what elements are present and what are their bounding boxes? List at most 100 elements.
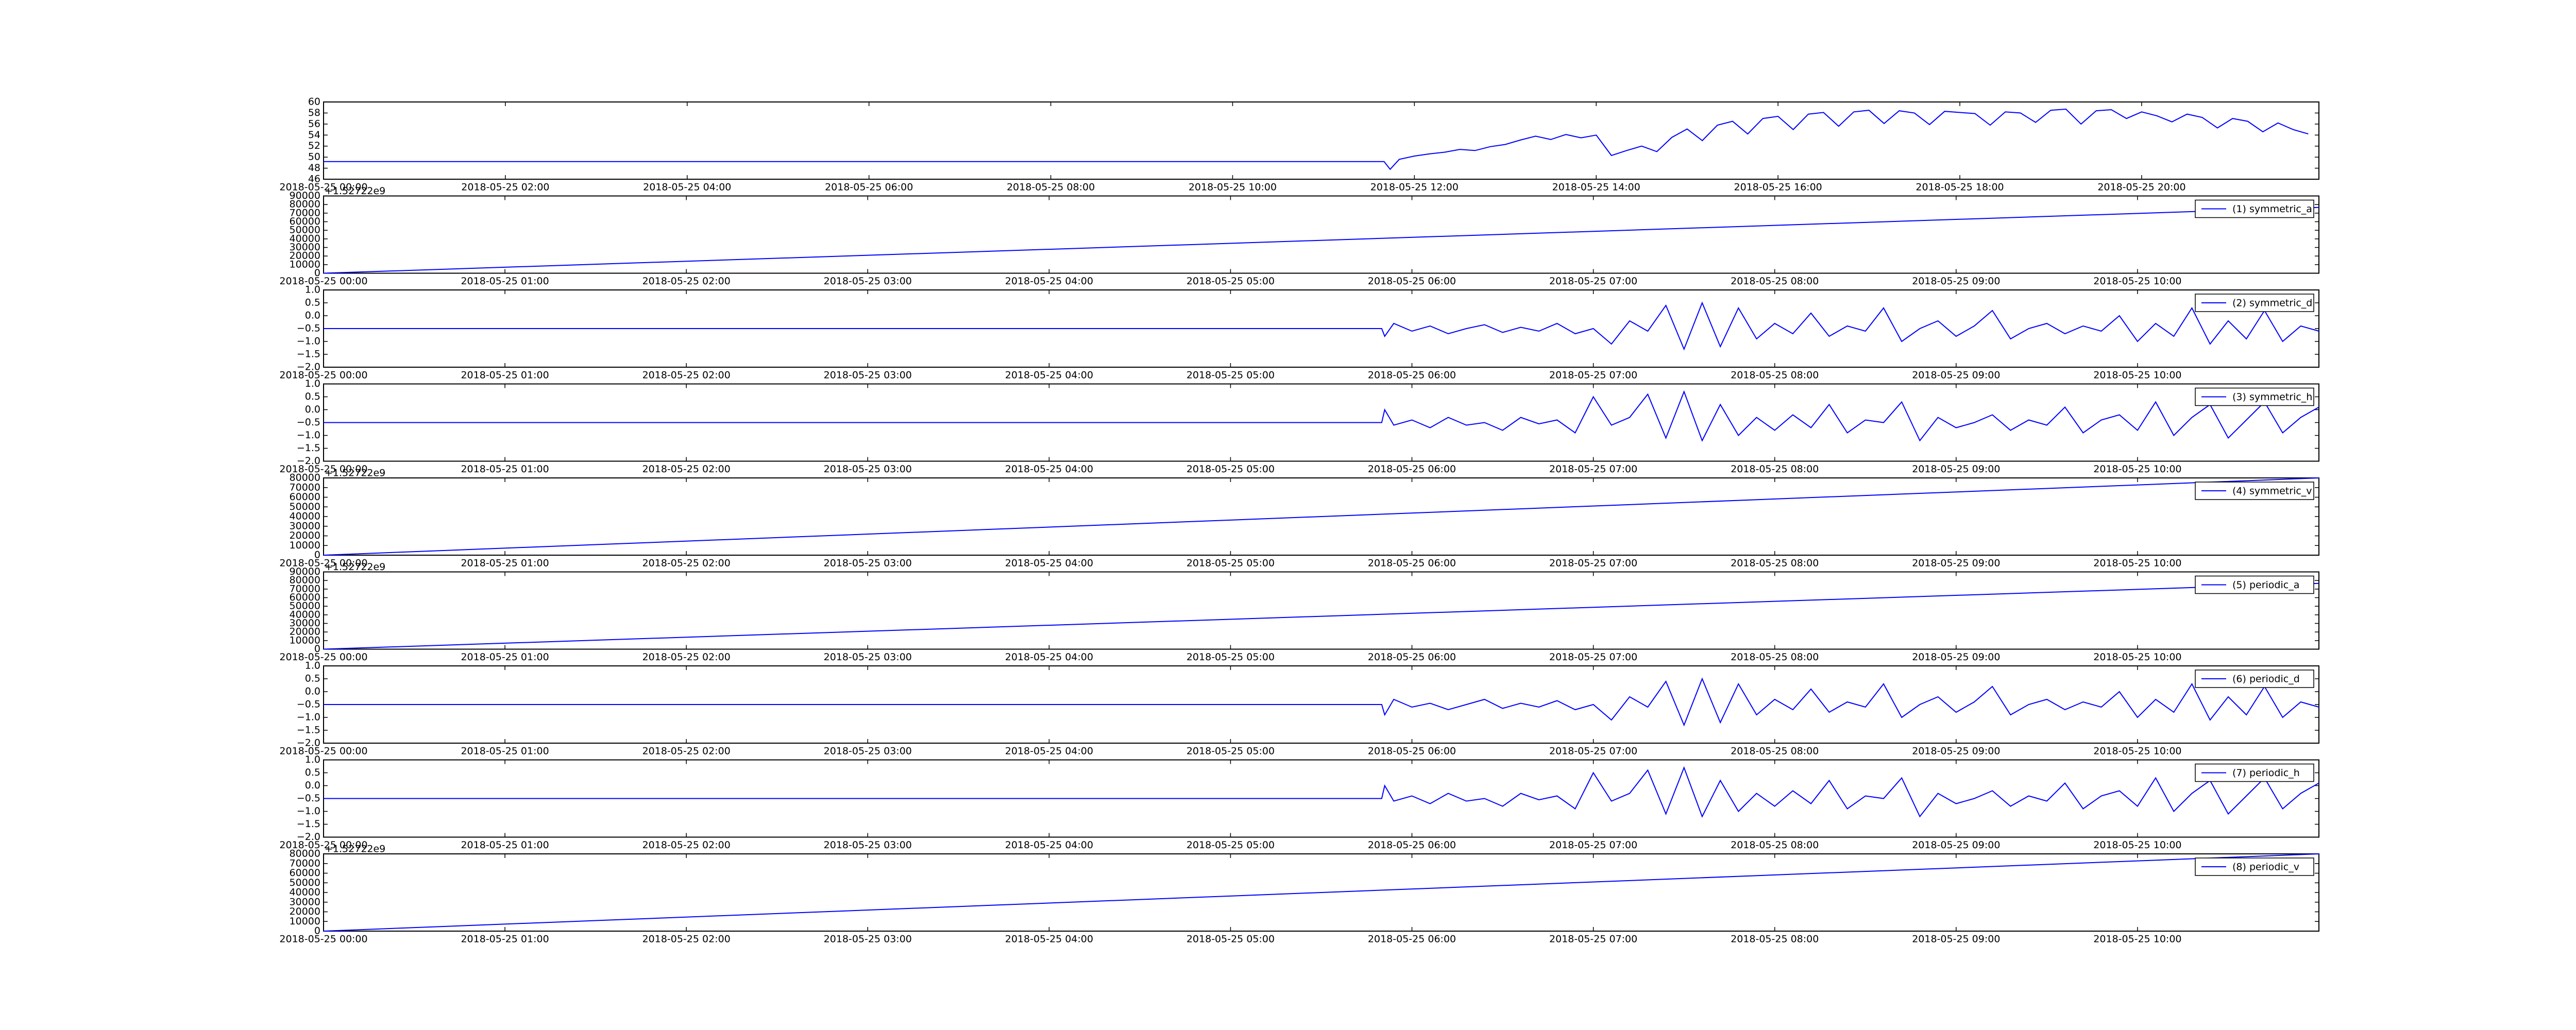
- offset-text: +1.52722e9: [325, 468, 385, 479]
- y-tick-label: −1.5: [297, 818, 320, 830]
- x-tick-label: 2018-05-25 05:00: [1187, 558, 1275, 569]
- x-tick-label: 2018-05-25 04:00: [1005, 839, 1093, 851]
- y-tick-label: 40000: [290, 511, 320, 522]
- x-tick-label: 2018-05-25 18:00: [1916, 182, 2004, 193]
- x-tick-label: 2018-05-25 03:00: [824, 839, 912, 851]
- x-tick-label: 2018-05-25 06:00: [1368, 746, 1456, 757]
- x-tick-label: 2018-05-25 10:00: [2093, 651, 2181, 663]
- x-tick-label: 2018-05-25 09:00: [1912, 558, 2000, 569]
- y-tick-label: 20000: [290, 530, 320, 541]
- y-tick-label: 60: [308, 96, 320, 108]
- y-tick-label: 60000: [290, 491, 320, 503]
- y-tick-label: 50000: [290, 501, 320, 512]
- x-tick-label: 2018-05-25 10:00: [2093, 839, 2181, 851]
- x-tick-label: 2018-05-25 05:00: [1187, 464, 1275, 475]
- y-tick-label: −1.0: [297, 805, 320, 817]
- y-tick-label: 30000: [290, 617, 320, 629]
- x-tick-label: 2018-05-25 01:00: [461, 370, 549, 381]
- x-tick-label: 2018-05-25 04:00: [1005, 464, 1093, 475]
- x-tick-label: 2018-05-25 08:00: [1731, 558, 1819, 569]
- y-tick-label: 10000: [290, 916, 320, 927]
- y-tick-label: 1.0: [305, 284, 320, 296]
- x-tick-label: 2018-05-25 08:00: [1731, 276, 1819, 287]
- legend-label: (1) symmetric_a: [2232, 203, 2312, 215]
- y-tick-label: −1.0: [297, 336, 320, 347]
- x-tick-label: 2018-05-25 03:00: [824, 370, 912, 381]
- x-tick-label: 2018-05-25 00:00: [279, 370, 367, 381]
- x-tick-label: 2018-05-25 09:00: [1912, 839, 2000, 851]
- x-tick-label: 2018-05-25 09:00: [1912, 370, 2000, 381]
- y-tick-label: 60000: [290, 867, 320, 879]
- y-tick-label: 0.0: [305, 404, 320, 415]
- x-tick-label: 2018-05-25 04:00: [643, 182, 731, 193]
- x-tick-label: 2018-05-25 00:00: [279, 464, 367, 475]
- x-tick-label: 2018-05-25 05:00: [1187, 839, 1275, 851]
- x-tick-label: 2018-05-25 10:00: [2093, 464, 2181, 475]
- x-tick-label: 2018-05-25 07:00: [1549, 651, 1637, 663]
- x-tick-label: 2018-05-25 06:00: [1368, 276, 1456, 287]
- x-tick-label: 2018-05-25 03:00: [824, 464, 912, 475]
- data-line: [323, 477, 2319, 556]
- x-tick-label: 2018-05-25 03:00: [824, 276, 912, 287]
- y-tick-label: 90000: [290, 566, 320, 577]
- x-tick-label: 2018-05-25 04:00: [1005, 746, 1093, 757]
- axes-frame: [323, 195, 2319, 274]
- x-tick-label: 2018-05-25 02:00: [642, 370, 731, 381]
- x-tick-label: 2018-05-25 04:00: [1005, 276, 1093, 287]
- x-tick-label: 2018-05-25 01:00: [461, 464, 549, 475]
- y-tick-label: 70000: [290, 583, 320, 594]
- y-tick-label: 0: [314, 550, 320, 561]
- x-tick-label: 2018-05-25 00:00: [279, 651, 367, 663]
- x-tick-label: 2018-05-25 06:00: [1368, 370, 1456, 381]
- y-tick-label: 1.0: [305, 660, 320, 672]
- x-tick-label: 2018-05-25 07:00: [1549, 276, 1637, 287]
- data-line: [323, 207, 2319, 274]
- x-tick-label: 2018-05-25 02:00: [642, 934, 731, 945]
- x-tick-label: 2018-05-25 03:00: [824, 934, 912, 945]
- y-tick-label: 0.5: [305, 767, 320, 778]
- y-tick-label: 30000: [290, 520, 320, 531]
- data-line: [324, 108, 2309, 170]
- y-tick-label: 90000: [290, 190, 320, 201]
- x-tick-label: 2018-05-25 06:00: [1368, 464, 1456, 475]
- x-tick-label: 2018-05-25 10:00: [2093, 276, 2181, 287]
- x-tick-label: 2018-05-25 00:00: [279, 746, 367, 757]
- y-tick-label: 0: [314, 643, 320, 655]
- x-tick-label: 2018-05-25 07:00: [1549, 370, 1637, 381]
- x-tick-label: 2018-05-25 00:00: [279, 558, 367, 569]
- x-tick-label: 2018-05-25 10:00: [2093, 934, 2181, 945]
- x-tick-label: 2018-05-25 14:00: [1552, 182, 1640, 193]
- x-tick-label: 2018-05-25 04:00: [1005, 558, 1093, 569]
- legend-label: (4) symmetric_v: [2232, 486, 2312, 497]
- x-tick-label: 2018-05-25 09:00: [1912, 276, 2000, 287]
- y-tick-label: −0.5: [297, 323, 320, 334]
- y-tick-label: 46: [308, 174, 320, 185]
- x-tick-label: 2018-05-25 02:00: [642, 558, 731, 569]
- x-tick-label: 2018-05-25 00:00: [279, 934, 367, 945]
- y-tick-label: 10000: [290, 540, 320, 551]
- y-tick-label: 40000: [290, 233, 320, 244]
- y-tick-label: 20000: [290, 626, 320, 638]
- x-tick-label: 2018-05-25 04:00: [1005, 934, 1093, 945]
- x-tick-label: 2018-05-25 01:00: [461, 558, 549, 569]
- data-line: [323, 582, 2319, 650]
- x-tick-label: 2018-05-25 02:00: [642, 746, 731, 757]
- y-tick-label: 0.5: [305, 391, 320, 402]
- x-tick-label: 2018-05-25 02:00: [642, 651, 731, 663]
- x-tick-label: 2018-05-25 03:00: [824, 651, 912, 663]
- y-tick-label: 10000: [290, 634, 320, 646]
- x-tick-label: 2018-05-25 08:00: [1731, 839, 1819, 851]
- y-tick-label: −0.5: [297, 793, 320, 804]
- x-tick-label: 2018-05-25 07:00: [1549, 839, 1637, 851]
- x-tick-label: 2018-05-25 05:00: [1187, 746, 1275, 757]
- x-tick-label: 2018-05-25 08:00: [1731, 370, 1819, 381]
- y-tick-label: 80000: [290, 199, 320, 210]
- x-tick-label: 2018-05-25 08:00: [1731, 934, 1819, 945]
- x-tick-label: 2018-05-25 04:00: [1005, 370, 1093, 381]
- y-tick-label: 50000: [290, 600, 320, 612]
- x-tick-label: 2018-05-25 06:00: [1368, 558, 1456, 569]
- x-tick-label: 2018-05-25 07:00: [1549, 934, 1637, 945]
- y-tick-label: −2.0: [297, 737, 320, 749]
